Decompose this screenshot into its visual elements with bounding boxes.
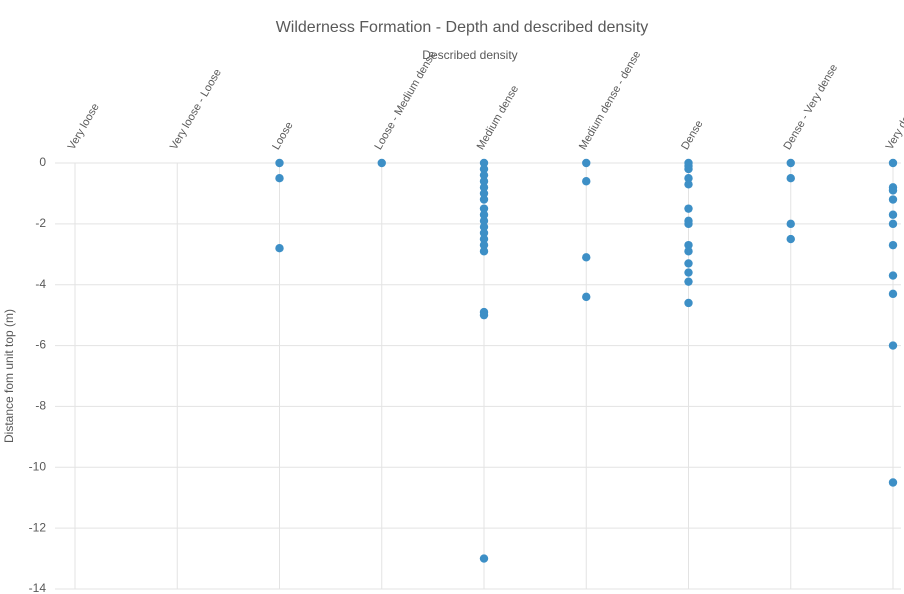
- x-tick-label: Very dense: [884, 98, 904, 152]
- y-tick-label: -10: [29, 459, 47, 473]
- y-tick-label: 0: [39, 155, 46, 169]
- point: [479, 189, 489, 198]
- point: [479, 234, 489, 244]
- point: [275, 158, 284, 168]
- y-tick-label: -2: [35, 216, 46, 230]
- point: [888, 478, 898, 487]
- y-tick-label: -6: [35, 338, 46, 352]
- point: [684, 164, 693, 174]
- point: [479, 158, 489, 168]
- x-tick-label: Very loose - Loose: [168, 67, 224, 152]
- point: [479, 177, 489, 186]
- point: [684, 174, 693, 183]
- point: [786, 174, 795, 183]
- y-tick-label: -4: [35, 277, 46, 291]
- point: [479, 310, 489, 320]
- point: [479, 170, 489, 180]
- y-axis-label: Distance fom unit top (m): [2, 309, 16, 443]
- point: [479, 204, 489, 213]
- point: [582, 292, 591, 302]
- x-tick-label: Medium dense - dense: [577, 49, 643, 152]
- point: [275, 174, 284, 183]
- x-tick-label: Loose: [270, 120, 295, 152]
- chart-title: Wilderness Formation - Depth and describ…: [276, 19, 649, 36]
- point: [888, 240, 898, 250]
- point: [479, 164, 489, 174]
- point: [582, 177, 591, 186]
- point: [479, 222, 489, 232]
- y-tick-label: -12: [29, 520, 47, 534]
- point: [684, 268, 693, 277]
- point: [582, 158, 591, 168]
- x-tick-label: Very loose: [66, 101, 102, 151]
- point: [888, 158, 898, 168]
- point: [888, 271, 898, 280]
- point: [684, 247, 693, 256]
- point: [479, 210, 489, 219]
- point: [684, 277, 693, 286]
- point: [684, 298, 693, 308]
- point: [684, 219, 693, 229]
- point: [684, 180, 693, 189]
- point: [786, 158, 795, 168]
- point: [786, 234, 795, 244]
- point: [582, 253, 591, 262]
- x-tick-label: Dense: [679, 118, 705, 152]
- point: [479, 216, 489, 226]
- point: [888, 289, 898, 299]
- point: [888, 210, 898, 219]
- y-tick-label: -8: [35, 399, 46, 413]
- point: [479, 240, 489, 250]
- point: [888, 219, 898, 229]
- point: [479, 247, 489, 256]
- point: [377, 158, 386, 168]
- x-tick-label: Loose - Medium dense: [372, 49, 438, 152]
- point: [888, 186, 898, 195]
- point: [888, 341, 898, 350]
- point: [684, 259, 693, 268]
- point: [479, 195, 489, 204]
- point: [479, 228, 489, 238]
- point: [479, 554, 489, 563]
- y-tick-label: -14: [29, 581, 47, 594]
- point: [786, 219, 795, 229]
- x-axis-label: Described density: [422, 48, 517, 62]
- point: [479, 183, 489, 192]
- point: [275, 244, 284, 253]
- x-tick-label: Medium dense: [475, 83, 521, 151]
- point: [684, 204, 693, 213]
- point: [888, 195, 898, 204]
- x-tick-label: Dense - Very dense: [781, 62, 840, 152]
- point: [684, 240, 693, 250]
